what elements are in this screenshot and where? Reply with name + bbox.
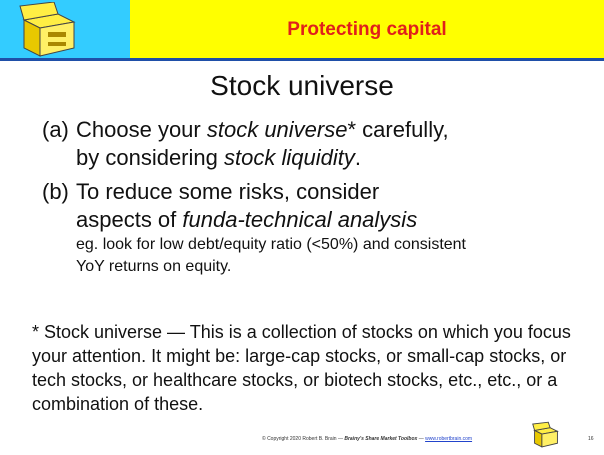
separator: — xyxy=(417,436,426,442)
header-rule xyxy=(0,58,604,61)
point: (a) Choose your stock universe* carefull… xyxy=(42,116,449,172)
point-line: by considering stock liquidity. xyxy=(76,144,449,172)
point-line: aspects of funda-technical analysis xyxy=(76,206,476,234)
text: To reduce some risks, consider xyxy=(76,179,380,204)
italic-text: stock universe xyxy=(206,117,348,142)
copyright: © Copyright 2020 Robert B. Brain — xyxy=(262,436,345,442)
point-line: Choose your stock universe* carefully, xyxy=(76,116,449,144)
footer: © Copyright 2020 Robert B. Brain — Brain… xyxy=(262,436,472,442)
point-label: (b) xyxy=(42,179,69,204)
text: Choose your xyxy=(76,117,207,142)
text: . xyxy=(354,145,361,170)
text: by considering xyxy=(76,145,224,170)
italic-text: funda-technical analysis xyxy=(182,207,418,232)
toolbox-icon xyxy=(19,2,76,57)
header-title: Protecting capital xyxy=(287,19,447,40)
slide-title: Stock universe xyxy=(210,70,394,101)
header-banner xyxy=(130,0,604,58)
text: aspects of xyxy=(76,207,183,232)
link[interactable]: www.robertbrain.com xyxy=(425,436,473,442)
text: * carefully, xyxy=(347,117,449,142)
page-number: 16 xyxy=(588,436,594,442)
italic-text: stock liquidity xyxy=(223,145,355,170)
point-line: To reduce some risks, consider xyxy=(76,178,476,206)
footnote: * Stock universe — This is a collection … xyxy=(32,322,571,414)
point: (b) To reduce some risks, consider aspec… xyxy=(42,178,476,278)
point-detail: eg. look for low debt/equity ratio (<50%… xyxy=(76,236,466,275)
book-title: Brainy's Share Market Toolbox xyxy=(344,436,418,442)
point-label: (a) xyxy=(42,117,69,142)
footer-icon xyxy=(532,421,559,448)
